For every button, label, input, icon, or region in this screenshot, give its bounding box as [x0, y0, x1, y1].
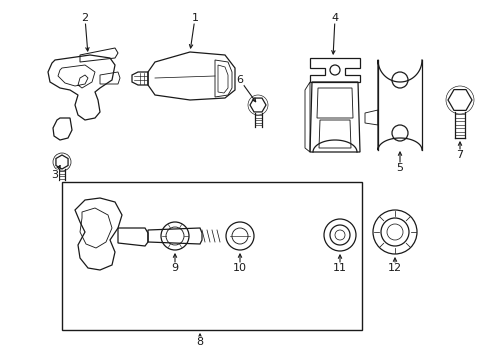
Bar — [62, 182, 361, 330]
Text: 1: 1 — [191, 13, 198, 23]
Text: 3: 3 — [51, 170, 59, 180]
Text: 10: 10 — [232, 263, 246, 273]
Text: 9: 9 — [171, 263, 178, 273]
Text: 12: 12 — [387, 263, 401, 273]
Text: 8: 8 — [196, 337, 203, 347]
Text: 5: 5 — [396, 163, 403, 173]
Text: 4: 4 — [331, 13, 338, 23]
Text: 7: 7 — [455, 150, 463, 160]
Text: 6: 6 — [236, 75, 243, 85]
Text: 11: 11 — [332, 263, 346, 273]
Text: 2: 2 — [81, 13, 88, 23]
